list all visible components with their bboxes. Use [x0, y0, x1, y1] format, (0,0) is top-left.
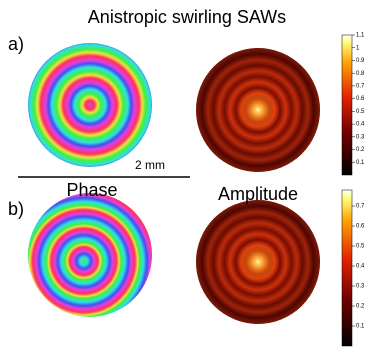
tick-label: 0.2 [356, 147, 365, 153]
tick-label: 0.6 [356, 96, 365, 102]
tick-label: 1.1 [356, 33, 365, 39]
amplitude-overlay [196, 200, 320, 324]
tick-label: 0.8 [356, 71, 365, 77]
tick-label: 0.1 [356, 324, 365, 330]
tick-label: 0.5 [356, 109, 365, 115]
tick-label: 0.1 [356, 160, 365, 166]
tick-label: 0.7 [356, 83, 365, 89]
tick-label: 0.4 [356, 264, 365, 270]
column-title: Phase [66, 180, 117, 200]
column-title: Amplitude [218, 184, 298, 204]
panel-label: a) [8, 34, 24, 54]
tick-label: 0.4 [356, 122, 365, 128]
phase-map [28, 193, 152, 317]
tick-label: 0.6 [356, 224, 365, 230]
tick-label: 0.3 [356, 134, 365, 140]
amplitude-overlay [196, 48, 320, 172]
scale-label: 2 mm [135, 158, 165, 172]
tick-label: 0.2 [356, 304, 365, 310]
colorbars: 0.1 0.2 0.3 0.4 0.5 0.6 0.7 0.8 0.9 1 1.1 0.1 0.2 0.3… [341, 33, 365, 347]
tick-label: 0.3 [356, 284, 365, 290]
colorbar [341, 34, 353, 176]
tick-label: 0.5 [356, 244, 365, 250]
panel-label: b) [8, 199, 24, 219]
colorbar [341, 189, 353, 347]
tick-label: 0.7 [356, 204, 365, 210]
phase-map [28, 43, 152, 167]
title: Anistropic swirling SAWs [88, 7, 286, 27]
tick-label: 0.9 [356, 58, 365, 64]
tick-label: 1 [356, 45, 360, 51]
